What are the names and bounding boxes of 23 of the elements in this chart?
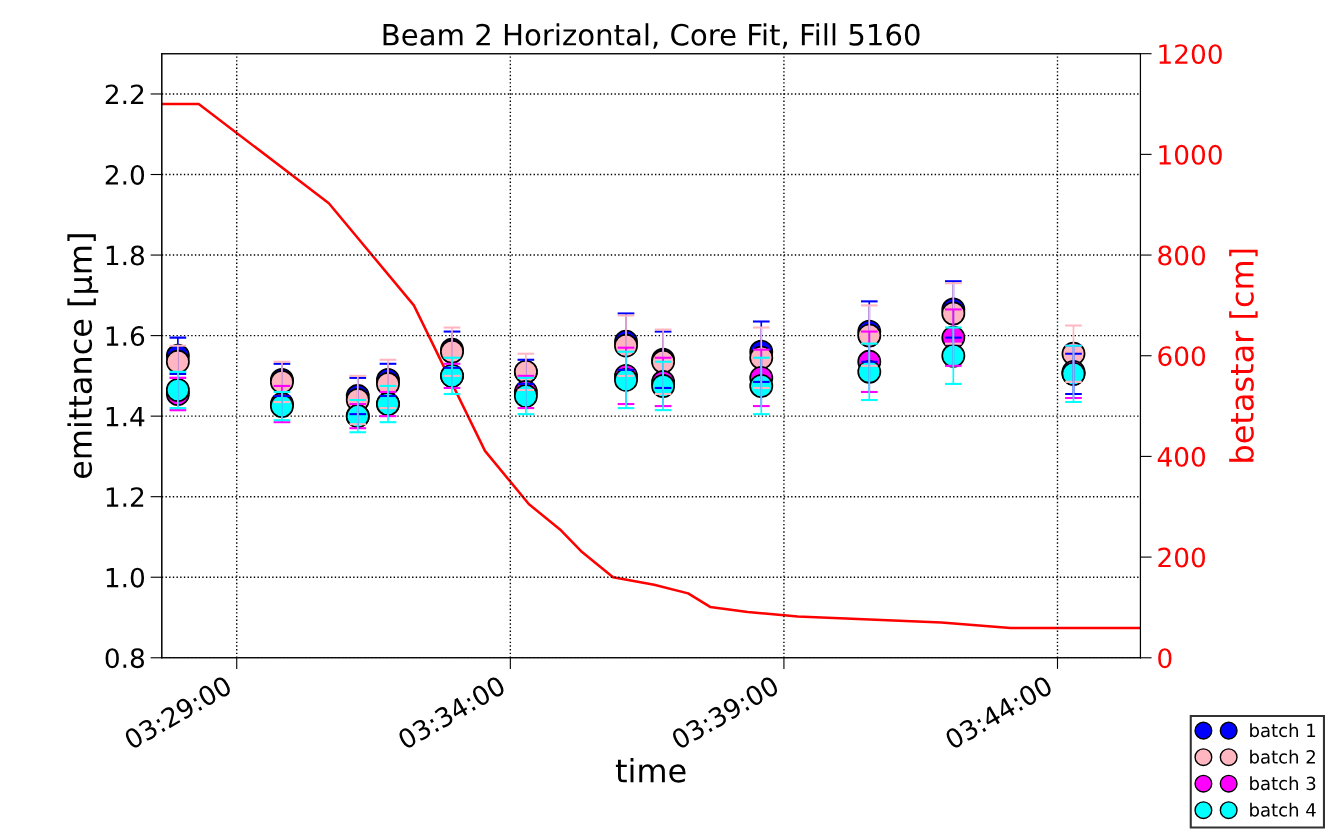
- y2-tick-label: 800: [1158, 245, 1206, 266]
- x-axis-title: time: [615, 757, 686, 783]
- y-tick-label: 1.4: [106, 406, 145, 427]
- y-axis-title: emittance [μm]: [67, 234, 99, 479]
- y-tick-label: 1.8: [106, 245, 144, 266]
- legend-label: batch 1: [1250, 723, 1316, 738]
- y2-tick-label: 1200: [1159, 44, 1222, 65]
- y-tick-label: 2.2: [105, 84, 144, 104]
- legend-label: batch 4: [1250, 802, 1316, 817]
- legend-label: batch 2: [1250, 749, 1315, 764]
- y-tick-label: 2.0: [105, 164, 145, 185]
- y2-tick-label: 0: [1158, 648, 1172, 669]
- y-tick-label: 1.6: [106, 326, 145, 346]
- y2-tick-label: 200: [1158, 547, 1206, 568]
- y-tick-label: 1.0: [106, 567, 145, 588]
- chart-title: Beam 2 Horizontal, Core Fit, Fill 5160: [383, 23, 920, 49]
- y2-tick-label: 1000: [1159, 144, 1222, 165]
- y-tick-label: 1.2: [106, 487, 144, 507]
- y2-tick-label: 400: [1157, 446, 1206, 467]
- y2-axis-title: betastar [cm]: [1229, 249, 1258, 462]
- legend-label: batch 3: [1250, 776, 1316, 791]
- y-tick-label: 0.8: [105, 648, 144, 669]
- y2-tick-label: 600: [1158, 346, 1206, 367]
